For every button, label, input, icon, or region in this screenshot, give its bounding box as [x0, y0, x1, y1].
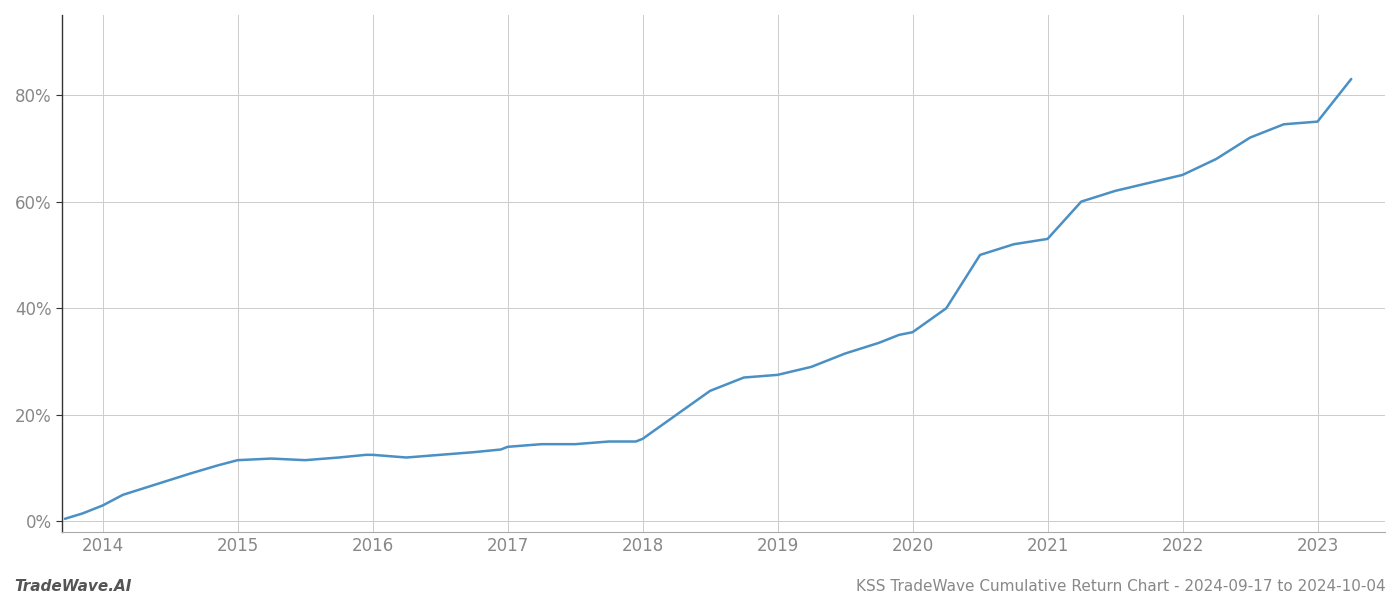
Text: KSS TradeWave Cumulative Return Chart - 2024-09-17 to 2024-10-04: KSS TradeWave Cumulative Return Chart - … — [857, 579, 1386, 594]
Text: TradeWave.AI: TradeWave.AI — [14, 579, 132, 594]
